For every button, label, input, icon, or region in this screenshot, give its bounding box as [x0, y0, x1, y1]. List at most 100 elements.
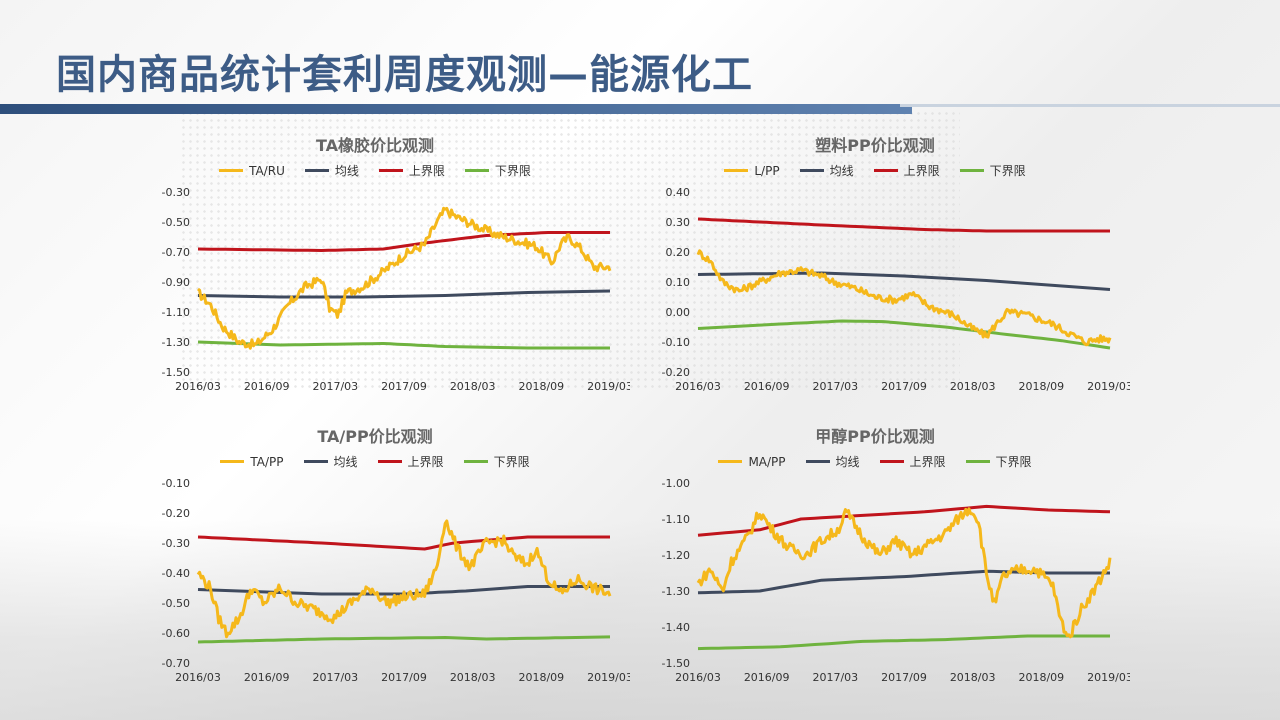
- x-tick-label: 2018/03: [950, 671, 996, 684]
- x-tick-label: 2019/03: [587, 380, 630, 393]
- x-tick-label: 2016/09: [744, 380, 790, 393]
- legend-item: 下界限: [959, 162, 1026, 179]
- legend-label: 上界限: [909, 455, 946, 469]
- y-tick-label: -1.50: [162, 366, 190, 379]
- x-tick-label: 2016/09: [244, 671, 290, 684]
- series-line-3: [697, 634, 1110, 651]
- y-tick-label: -1.00: [662, 477, 690, 490]
- y-tick-label: -0.70: [162, 246, 190, 259]
- series-line-0: [696, 507, 1112, 639]
- legend-label: 上界限: [407, 455, 444, 469]
- series-line-2: [197, 535, 610, 551]
- chart-panel-ma-pp: 甲醇PP价比观测 MA/PP 均线 上界限 下界限 -1.00 -1.10 -1.2…: [650, 423, 1130, 713]
- legend-label: 均线: [835, 455, 860, 469]
- legend-swatch: [873, 169, 898, 172]
- title-area: 国内商品统计套利周度观测—能源化工: [0, 0, 1280, 120]
- legend-item: 均线: [799, 162, 854, 179]
- legend-label: TA/RU: [249, 163, 285, 178]
- legend-swatch: [303, 460, 328, 463]
- y-tick-label: 0.00: [666, 306, 691, 319]
- legend-label: 均线: [334, 164, 359, 178]
- x-tick-label: 2017/03: [312, 671, 358, 684]
- x-tick-label: 2019/03: [587, 671, 630, 684]
- legend-swatch: [463, 460, 488, 463]
- x-tick-label: 2017/03: [812, 380, 858, 393]
- y-tick-label: -0.90: [162, 276, 190, 289]
- legend-item: 下界限: [463, 453, 530, 470]
- y-tick-label: -0.20: [162, 507, 190, 520]
- y-tick-label: -1.30: [162, 336, 190, 349]
- x-tick-label: 2016/09: [744, 671, 790, 684]
- x-tick-label: 2019/03: [1087, 671, 1130, 684]
- background-city-skyline: [0, 520, 1280, 720]
- x-tick-label: 2018/09: [518, 671, 564, 684]
- x-tick-label: 2016/03: [675, 671, 721, 684]
- series-line-1: [697, 569, 1110, 595]
- chart-title: TA橡胶价比观测: [315, 136, 435, 155]
- y-tick-label: -0.60: [162, 627, 190, 640]
- y-tick-label: 0.30: [666, 216, 691, 229]
- chart-panel-l-pp: 塑料PP价比观测 L/PP 均线 上界限 下界限 0.40 0.30 0.20 0.1…: [650, 132, 1130, 422]
- chart-legend: TA/PP 均线 上界限 下界限: [150, 453, 600, 470]
- chart-plot-area: -0.30-0.50-0.70-0.90-1.10-1.30-1.502016/…: [162, 186, 630, 393]
- x-tick-label: 2017/09: [881, 671, 927, 684]
- y-tick-label: -1.50: [662, 657, 690, 670]
- y-tick-label: -0.50: [162, 216, 190, 229]
- y-tick-label: -1.20: [662, 549, 690, 562]
- page-title: 国内商品统计套利周度观测—能源化工: [56, 52, 753, 98]
- legend-swatch: [799, 169, 824, 172]
- legend-label: L/PP: [754, 163, 780, 178]
- chart-legend: TA/RU 均线 上界限 下界限: [150, 162, 600, 179]
- legend-swatch: [965, 460, 990, 463]
- legend-item: 均线: [805, 453, 860, 470]
- y-tick-label: -0.20: [662, 366, 690, 379]
- series-line-3: [697, 319, 1111, 350]
- legend-swatch: [879, 460, 904, 463]
- legend-item: L/PP: [724, 162, 780, 179]
- chart-legend: L/PP 均线 上界限 下界限: [650, 162, 1100, 179]
- legend-item: 上界限: [873, 162, 940, 179]
- legend-swatch: [219, 169, 244, 172]
- y-tick-label: 0.20: [666, 246, 691, 259]
- series-line-0: [197, 206, 612, 350]
- legend-label: 均线: [829, 164, 854, 178]
- chart-title: 甲醇PP价比观测: [815, 427, 935, 446]
- chart-title: TA/PP价比观测: [317, 427, 433, 446]
- legend-swatch: [805, 460, 830, 463]
- legend-swatch: [378, 169, 403, 172]
- x-tick-label: 2018/09: [518, 380, 564, 393]
- series-line-1: [697, 271, 1111, 291]
- x-tick-label: 2017/03: [812, 671, 858, 684]
- y-tick-label: -1.40: [662, 621, 690, 634]
- legend-label: 下界限: [494, 164, 531, 178]
- x-tick-label: 2017/09: [881, 380, 927, 393]
- legend-swatch: [724, 169, 749, 172]
- y-tick-label: -1.10: [662, 513, 690, 526]
- legend-swatch: [959, 169, 984, 172]
- y-tick-label: -0.50: [162, 597, 190, 610]
- chart-legend: MA/PP 均线 上界限 下界限: [650, 453, 1100, 470]
- y-tick-label: -0.40: [162, 567, 190, 580]
- chart-panel-ta-ru: TA橡胶价比观测 TA/RU 均线 上界限 下界限 -0.30 -0.50 -0.7…: [150, 132, 630, 422]
- legend-label: 均线: [333, 455, 358, 469]
- series-line-0: [196, 519, 612, 639]
- legend-swatch: [464, 169, 489, 172]
- legend-label: 下界限: [989, 164, 1026, 178]
- series-line-3: [197, 635, 611, 644]
- y-tick-label: -0.30: [162, 537, 190, 550]
- y-tick-label: -1.10: [162, 306, 190, 319]
- legend-swatch: [718, 460, 743, 463]
- legend-label: 上界限: [903, 164, 940, 178]
- legend-item: 上界限: [377, 453, 444, 470]
- y-tick-label: -0.10: [162, 477, 190, 490]
- x-tick-label: 2016/03: [675, 380, 721, 393]
- y-tick-label: 0.10: [666, 276, 691, 289]
- x-tick-label: 2018/09: [1018, 380, 1064, 393]
- series-line-2: [197, 231, 610, 252]
- series-line-3: [197, 340, 610, 350]
- x-tick-label: 2016/09: [244, 380, 290, 393]
- x-tick-label: 2017/03: [312, 380, 358, 393]
- y-tick-label: -0.70: [162, 657, 190, 670]
- legend-item: 下界限: [965, 453, 1032, 470]
